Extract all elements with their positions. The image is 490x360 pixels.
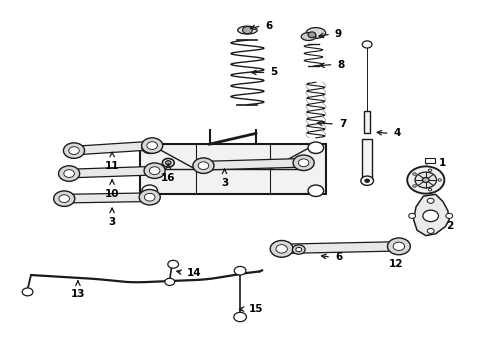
Circle shape [54,191,75,206]
Bar [425,158,435,163]
Circle shape [165,278,174,285]
Circle shape [407,166,444,194]
Circle shape [293,245,305,254]
Ellipse shape [306,28,326,39]
Circle shape [59,195,70,203]
Text: 6: 6 [335,252,342,262]
Circle shape [361,176,373,185]
Circle shape [22,288,33,296]
Bar [140,144,326,194]
Polygon shape [281,242,399,253]
Circle shape [293,155,314,171]
Text: 6: 6 [266,21,273,31]
Circle shape [423,210,439,222]
Ellipse shape [301,33,316,41]
Circle shape [298,159,309,167]
Circle shape [428,189,432,191]
Circle shape [193,158,214,174]
Circle shape [142,138,163,153]
Circle shape [413,173,416,175]
Text: 13: 13 [71,289,85,300]
Circle shape [144,163,165,179]
Polygon shape [69,166,155,178]
Circle shape [147,142,157,149]
Polygon shape [414,194,449,235]
Text: 7: 7 [339,119,346,129]
Circle shape [296,247,302,252]
Text: 10: 10 [105,189,120,199]
Text: 15: 15 [249,304,264,314]
Circle shape [234,312,246,321]
Circle shape [415,172,437,188]
Circle shape [168,260,178,268]
Circle shape [388,238,410,255]
Polygon shape [203,158,304,170]
Text: 2: 2 [446,221,454,231]
Ellipse shape [238,26,257,34]
Circle shape [438,179,441,181]
Circle shape [142,185,158,197]
Circle shape [409,213,416,219]
Circle shape [162,158,174,167]
Polygon shape [64,193,150,203]
Text: 3: 3 [221,178,228,188]
Circle shape [69,147,79,154]
Polygon shape [74,141,153,155]
Circle shape [139,189,160,205]
Text: 1: 1 [439,158,446,168]
Circle shape [362,41,372,48]
Circle shape [234,266,246,275]
Circle shape [308,32,316,38]
Circle shape [145,193,155,201]
Circle shape [308,142,324,153]
Circle shape [270,240,293,257]
Circle shape [446,213,453,219]
Text: 14: 14 [187,267,201,278]
Text: 11: 11 [105,161,120,171]
Bar [364,111,370,132]
Circle shape [276,245,287,253]
Circle shape [58,166,80,181]
Circle shape [365,179,369,183]
Circle shape [142,142,158,153]
Text: 9: 9 [335,29,342,39]
Bar [362,139,372,179]
Circle shape [427,198,434,203]
Text: 8: 8 [337,59,344,69]
Circle shape [149,167,160,175]
Text: 16: 16 [161,173,175,183]
Circle shape [427,228,434,233]
Circle shape [165,161,171,165]
Circle shape [308,185,324,197]
Text: 5: 5 [270,67,278,77]
Circle shape [243,27,252,34]
Circle shape [198,162,209,170]
Circle shape [422,177,429,183]
Text: 4: 4 [393,129,401,138]
Circle shape [63,143,85,158]
Circle shape [428,169,432,171]
Circle shape [413,185,416,187]
Circle shape [393,242,405,251]
Circle shape [64,170,74,177]
Text: 3: 3 [108,217,116,227]
Text: 12: 12 [389,259,404,269]
